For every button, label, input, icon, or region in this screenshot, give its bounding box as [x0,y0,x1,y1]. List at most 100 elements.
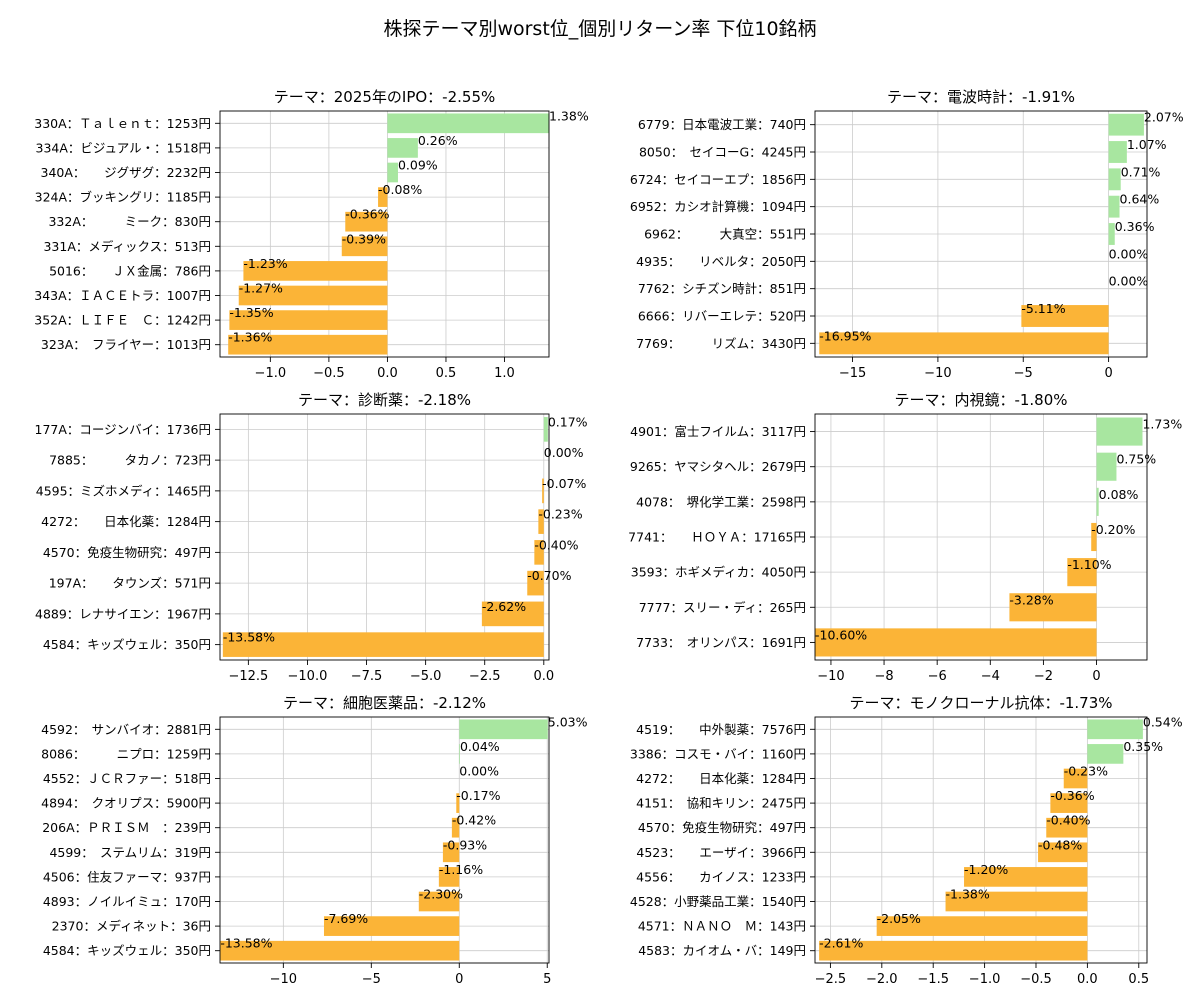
category-label: 4519： 中外製薬：7576円 [636,722,806,737]
category-label: 4599： ステムリム：319円 [49,845,211,860]
bar [542,478,544,504]
category-label: 324A：ブッキングリ：1185円 [35,190,211,205]
category-label: 323A： フライヤー：1013円 [41,337,211,352]
bar [1046,817,1088,838]
bar-value-label: -0.23% [538,507,582,522]
axes-frame [219,110,550,358]
bar [1063,768,1088,789]
bar-value-label: -13.58% [223,630,275,645]
bar [1067,558,1097,587]
category-label: 4272： 日本化薬：1284円 [41,514,211,529]
category-label: 7762：シチズン時計：851円 [638,281,806,296]
bar [459,719,548,740]
x-tick-label: −5.0 [410,669,442,684]
bar-value-label: -0.39% [342,231,386,246]
bar [438,867,460,887]
bar-value-label: -0.20% [1091,522,1135,537]
bar [387,113,549,134]
bar [345,211,388,232]
axes-frame [814,716,1148,964]
bar [243,261,388,281]
x-tick-label: 0.5 [436,366,457,381]
bar-value-label: -3.28% [1009,592,1053,607]
category-label: 7885： タカノ：723円 [49,453,211,468]
category-label: 4935： リベルタ：2050円 [636,254,806,269]
bar-value-label: 0.08% [1099,487,1139,502]
bar [418,891,460,912]
bar-value-label: 0.36% [1115,219,1155,234]
category-label: 2370：メディネット：36円 [52,919,211,934]
bar-value-label: -1.27% [239,281,283,296]
category-label: 6724：セイコーエプ：1856円 [630,172,806,187]
category-label: 177A：コージンバイ：1736円 [35,422,211,437]
bar [341,236,388,257]
bar [387,162,398,183]
x-tick-label: −10 [924,366,951,381]
bar [538,509,544,534]
bar [451,817,460,838]
bar [323,916,460,936]
category-label: 3593：ホギメディカ：4050円 [631,565,806,580]
bar-value-label: -1.16% [439,862,483,877]
bar [220,940,460,961]
bar-value-label: 0.00% [1109,246,1149,261]
bar [1108,223,1115,245]
bar [1096,417,1143,446]
x-tick-label: 0 [1104,366,1112,381]
bar [1050,793,1088,813]
bar-value-label: 0.64% [1120,192,1160,207]
bar-value-label: -1.23% [243,256,287,271]
x-tick-label: 5 [543,972,551,987]
bar-value-label: 0.00% [1109,274,1149,289]
category-label: 4894： クオリプス：5900円 [41,796,211,811]
category-label: 4528：小野薬品工業：1540円 [630,894,806,909]
bar [534,540,544,565]
bar [815,628,1097,657]
bar-value-label: 0.35% [1123,739,1163,754]
x-tick-label: 0.0 [377,366,398,381]
category-label: 5016： ＪＸ金属：786円 [49,263,211,278]
bar-value-label: -1.38% [946,887,990,902]
chart-title: テーマ：内視鏡：-1.80% [894,391,1067,409]
category-label: 4556： カイノス：1233円 [636,869,806,884]
chart-title: テーマ：診断薬：-2.18% [298,391,471,409]
figure-title: 株探テーマ別worst位_個別リターン率 下位10銘柄 [383,18,817,40]
bar [387,138,418,158]
category-label: 4523： エーザイ：3966円 [636,845,806,860]
bar-value-label: -10.60% [815,627,867,642]
bar [819,332,1109,355]
x-tick-label: −7.5 [351,669,383,684]
category-label: 343A：ＩＡＣＥトラ：1007円 [34,288,211,303]
x-tick-label: −1.0 [969,972,1001,987]
bar-value-label: -0.07% [542,476,586,491]
bar [1087,719,1143,740]
bar [1087,744,1124,764]
axes-frame [814,110,1148,358]
x-tick-label: 0 [1092,669,1100,684]
bar [819,940,1088,961]
bar-value-label: -1.35% [229,305,273,320]
category-label: 330A：Ｔａｌｅｎｔ：1253円 [34,116,211,131]
category-label: 3386：コスモ・バイ：1160円 [630,746,806,761]
bar [876,916,1088,936]
category-label: 4552：ＪＣＲファー：518円 [43,771,211,786]
axes-frame [219,413,550,661]
category-label: 340A： ジグザグ：2232円 [41,165,211,180]
bar [1108,195,1120,218]
bar-value-label: -1.10% [1067,557,1111,572]
x-tick-label: 1.0 [494,366,515,381]
chart-title: テーマ：電波時計：-1.91% [887,88,1075,106]
bar-value-label: 0.00% [544,445,584,460]
chart-panel: 5.03% 4592： サンバイオ：2881円 0.04% 8086： ニプロ：125… [41,694,587,987]
category-label: 7769： リズム：3430円 [636,336,806,351]
bar-value-label: 2.07% [1144,110,1184,125]
category-label: 352A：ＬＩＦＥ Ｃ：1242円 [34,313,211,328]
bar-value-label: -2.05% [877,911,921,926]
category-label: 8086： ニプロ：1259円 [41,746,211,761]
category-label: 8050： セイコーG：4245円 [639,145,806,160]
chart-title: テーマ：モノクローナル抗体：-1.73% [849,694,1112,712]
bar [229,310,388,330]
bar-value-label: -5.11% [1021,301,1065,316]
